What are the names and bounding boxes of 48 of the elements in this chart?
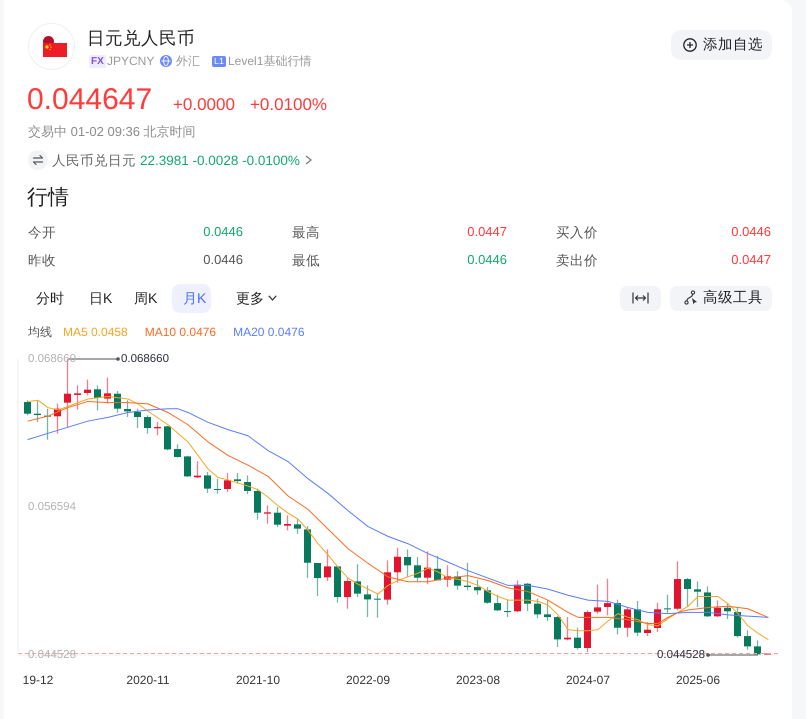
text: 行情	[27, 185, 69, 211]
text: 交易中 01-02 09:36 北京时间	[28, 124, 196, 140]
text: 0.0446	[731, 224, 771, 240]
x-tick-label: 2021-10	[236, 673, 280, 687]
y-tick-label: 0.068660	[28, 353, 76, 365]
text: FX	[89, 54, 106, 68]
text: 人民币兑日元	[52, 152, 136, 168]
text: L1	[212, 56, 226, 66]
text: +0.0100%	[250, 94, 328, 114]
text: 日元兑人民币	[87, 27, 195, 49]
x-tick-label: 2024-07	[566, 673, 610, 687]
text: 卖出价	[556, 252, 598, 268]
text: 分时	[36, 289, 64, 307]
text: 0.0447	[467, 224, 507, 240]
x-tick-label: 2022-09	[346, 673, 390, 687]
text: 0.044647	[27, 82, 152, 118]
text: 0.0446	[203, 224, 243, 240]
text: 月K	[183, 289, 206, 307]
y-tick-label: 0.044528	[28, 649, 76, 661]
text: Level1基础行情	[228, 54, 312, 68]
y-tick-label: 0.056594	[28, 501, 77, 513]
x-tick-label: 2025-06	[676, 673, 720, 687]
legend-title: 均线	[28, 324, 52, 340]
x-tick-label: 19-12	[22, 673, 54, 687]
text: 最高	[292, 224, 320, 240]
text: 高级工具	[703, 289, 763, 307]
text: +0.0000	[173, 94, 235, 114]
text: 22.3981 -0.0028 -0.0100%	[140, 152, 300, 168]
text: 昨收	[28, 252, 56, 268]
annotation: 0.068660	[121, 353, 169, 365]
text: 最低	[292, 252, 320, 268]
annotation: 0.044528	[657, 649, 705, 661]
text: 0.0446	[203, 252, 243, 268]
x-tick-label: 2020-11	[126, 673, 170, 687]
text: 买入价	[556, 224, 598, 240]
text: MA5 0.0458	[63, 325, 128, 339]
x-tick-label: 2023-08	[456, 673, 500, 687]
text: 周K	[134, 289, 158, 307]
text: 更多	[236, 289, 264, 307]
text: 日K	[89, 289, 112, 307]
text: MA20 0.0476	[233, 325, 304, 339]
text: MA10 0.0476	[144, 325, 216, 339]
text: 0.0447	[731, 252, 771, 268]
text: 今开	[28, 224, 56, 240]
text: 添加自选	[703, 36, 763, 54]
text: 外汇	[176, 54, 200, 68]
text: 0.0446	[467, 252, 507, 268]
text: JPYCNY	[107, 54, 154, 68]
